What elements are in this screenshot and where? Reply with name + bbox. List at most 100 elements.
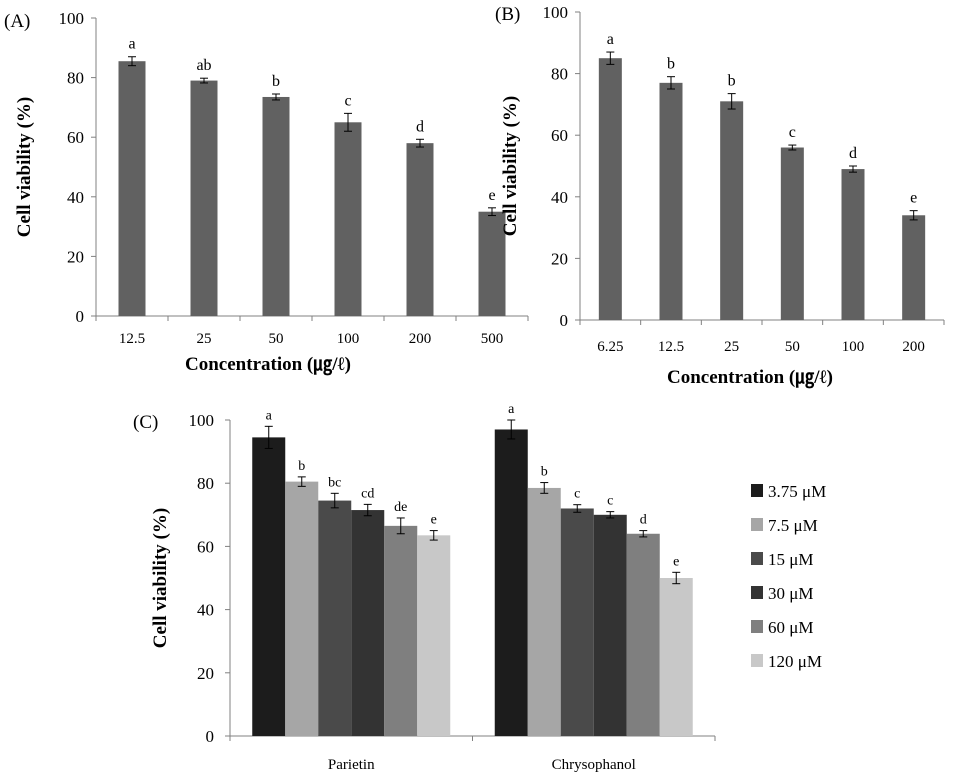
- bar: [406, 143, 434, 316]
- y-axis-title: Cell viability (%): [14, 97, 35, 237]
- bar: [659, 82, 683, 320]
- significance-label: e: [431, 513, 437, 528]
- significance-label: e: [673, 554, 679, 569]
- significance-label: b: [667, 56, 675, 73]
- significance-label: c: [344, 92, 351, 109]
- panel-a: (A) 0 20 40 60 80 100 a 12.5 ab 25 b 50 c 100 d 200 e 500 C…: [4, 9, 529, 376]
- bar: [118, 61, 146, 317]
- significance-label: e: [488, 187, 495, 204]
- x-tick-label: 500: [481, 331, 504, 347]
- x-tick-label: Chrysophanol: [552, 757, 636, 773]
- panel-label: (C): [133, 412, 158, 433]
- bar: [417, 535, 451, 736]
- significance-label: de: [394, 500, 407, 515]
- legend-swatch: [751, 620, 763, 633]
- y-tick-label: 80: [197, 474, 214, 493]
- significance-label: d: [849, 145, 857, 162]
- bar: [318, 500, 352, 736]
- y-tick-label: 80: [551, 65, 568, 84]
- x-tick-label: 6.25: [597, 339, 623, 355]
- significance-label: d: [416, 118, 424, 135]
- x-tick-label: 25: [724, 339, 739, 355]
- bar: [902, 215, 926, 320]
- bar: [527, 487, 561, 736]
- bar: [841, 169, 865, 320]
- bar: [659, 578, 693, 736]
- y-tick-label: 60: [67, 128, 84, 147]
- significance-label: c: [574, 487, 580, 502]
- bar: [190, 80, 218, 316]
- significance-label: e: [910, 190, 917, 207]
- significance-label: ab: [196, 57, 211, 74]
- x-tick-label: 50: [269, 331, 284, 347]
- bar: [593, 514, 627, 736]
- legend-swatch: [751, 518, 763, 531]
- y-tick-label: 60: [551, 126, 568, 145]
- legend-label: 60 μM: [768, 618, 813, 637]
- significance-label: bc: [328, 475, 341, 490]
- y-tick-label: 20: [551, 249, 568, 268]
- y-axis-title: Cell viability (%): [150, 508, 171, 648]
- x-axis-title: Concentration (㎍/ℓ): [667, 367, 833, 389]
- bar: [720, 101, 744, 320]
- bar: [626, 533, 660, 736]
- y-tick-label: 40: [197, 601, 214, 620]
- x-tick-label: 12.5: [119, 331, 145, 347]
- y-tick-label: 0: [206, 727, 215, 746]
- significance-label: a: [266, 408, 273, 423]
- significance-label: d: [640, 513, 647, 528]
- bar: [494, 429, 528, 736]
- x-tick-label: 25: [197, 331, 212, 347]
- y-tick-label: 100: [59, 9, 85, 28]
- x-tick-label: 200: [409, 331, 432, 347]
- bar: [384, 525, 418, 736]
- significance-label: c: [607, 494, 613, 509]
- significance-label: b: [272, 73, 280, 90]
- y-tick-label: 40: [67, 188, 84, 207]
- y-tick-label: 100: [543, 3, 569, 22]
- panel-label: (B): [495, 4, 520, 25]
- panel-b: (B) 0 20 40 60 80 100 a 6.25 b 12.5 b 25 c 50 d 100 e 200 C…: [495, 3, 945, 389]
- legend-label: 3.75 μM: [768, 482, 826, 501]
- significance-label: b: [728, 73, 736, 90]
- bar: [285, 481, 319, 736]
- panel-label: (A): [4, 11, 30, 32]
- y-tick-label: 60: [197, 537, 214, 556]
- x-tick-label: 200: [902, 339, 925, 355]
- significance-label: b: [298, 459, 305, 474]
- legend-swatch: [751, 586, 763, 599]
- x-axis-title: Concentration (㎍/ℓ): [185, 354, 351, 376]
- bar: [478, 211, 506, 316]
- x-tick-label: 100: [337, 331, 360, 347]
- y-tick-label: 0: [560, 311, 569, 330]
- bar: [780, 147, 804, 320]
- significance-label: b: [541, 465, 548, 480]
- legend-label: 7.5 μM: [768, 516, 818, 535]
- y-tick-label: 100: [189, 411, 215, 430]
- y-tick-label: 20: [67, 247, 84, 266]
- legend: 3.75 μM 7.5 μM 15 μM 30 μM 60 μM 120 μM: [751, 482, 826, 671]
- x-tick-label: 12.5: [658, 339, 684, 355]
- bar: [598, 58, 622, 320]
- legend-swatch: [751, 484, 763, 497]
- x-tick-label: Parietin: [328, 757, 375, 773]
- significance-label: c: [789, 124, 796, 141]
- y-tick-label: 40: [551, 188, 568, 207]
- x-tick-label: 50: [785, 339, 800, 355]
- bar: [252, 437, 286, 736]
- bar: [334, 122, 362, 316]
- x-tick-label: 100: [842, 339, 865, 355]
- legend-label: 30 μM: [768, 584, 813, 603]
- legend-label: 15 μM: [768, 550, 813, 569]
- bar: [560, 508, 594, 736]
- y-tick-label: 0: [76, 307, 85, 326]
- significance-label: a: [128, 36, 135, 53]
- bar: [262, 96, 290, 316]
- bar: [351, 510, 385, 736]
- significance-label: a: [607, 31, 614, 48]
- significance-label: cd: [361, 486, 374, 501]
- y-tick-label: 20: [197, 664, 214, 683]
- y-tick-label: 80: [67, 69, 84, 88]
